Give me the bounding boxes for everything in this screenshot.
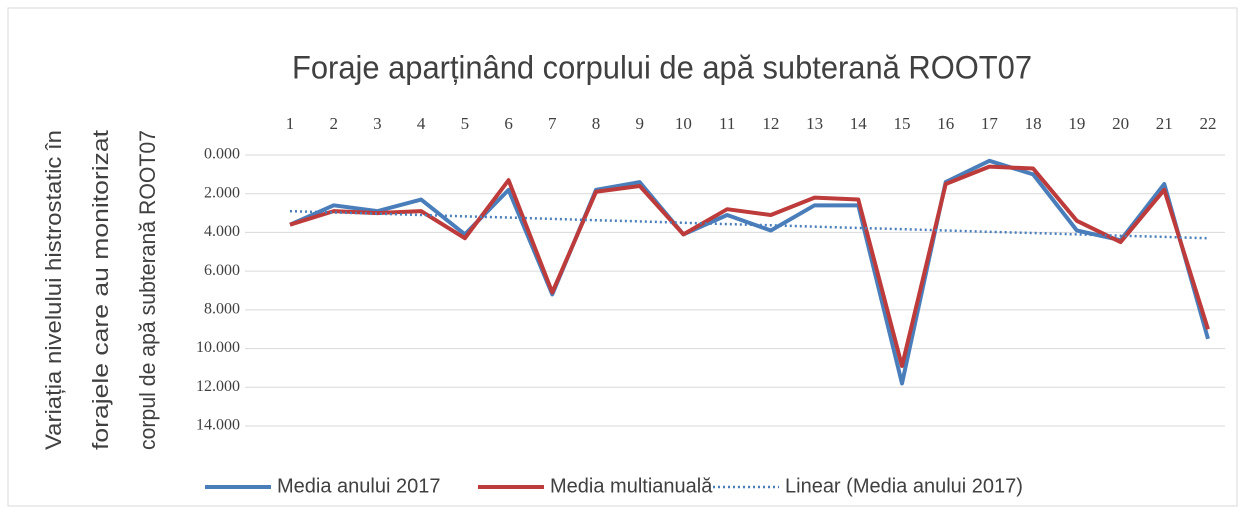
x-tick-label: 22 <box>1200 114 1217 133</box>
y-tick-label: 4.000 <box>204 223 240 240</box>
x-tick-label: 14 <box>850 114 868 133</box>
x-tick-label: 15 <box>894 114 911 133</box>
x-tick-label: 19 <box>1068 114 1085 133</box>
series-line <box>289 158 1210 386</box>
y-axis-label: forajele care au monitorizat <box>88 130 113 450</box>
x-tick-label: 18 <box>1025 114 1042 133</box>
x-tick-label: 11 <box>719 114 735 133</box>
x-tick-label: 3 <box>373 114 382 133</box>
y-tick-label: 2.000 <box>204 184 240 201</box>
x-tick-label: 7 <box>548 114 557 133</box>
x-tick-label: 6 <box>504 114 513 133</box>
chart-frame <box>7 7 1238 507</box>
series-line <box>289 209 1209 240</box>
x-tick-label: 12 <box>762 114 779 133</box>
chart-title: Foraje aparținând corpului de apă subter… <box>292 49 1032 85</box>
x-tick-label: 9 <box>635 114 644 133</box>
x-tick-label: 20 <box>1112 114 1129 133</box>
x-tick-label: 8 <box>592 114 601 133</box>
x-tick-label: 2 <box>329 114 338 133</box>
x-tick-label: 1 <box>286 114 295 133</box>
y-tick-label: 12.000 <box>196 378 240 395</box>
y-tick-label: 14.000 <box>196 417 240 434</box>
legend-label: Linear (Media anului 2017) <box>785 475 1023 497</box>
y-tick-label: 0.000 <box>204 146 240 163</box>
y-axis-label: Variația nivelului histrostatic în <box>41 130 66 450</box>
legend-label: Media multianuală <box>550 475 713 497</box>
y-tick-label: 10.000 <box>196 339 240 356</box>
x-tick-label: 5 <box>461 114 470 133</box>
y-axis-label: corpul de apă subterană ROOT07 <box>135 130 160 450</box>
x-tick-label: 4 <box>417 114 426 133</box>
series-line <box>289 164 1210 368</box>
x-tick-label: 16 <box>937 114 954 133</box>
legend-label: Media anului 2017 <box>277 475 440 497</box>
x-tick-label: 10 <box>675 114 692 133</box>
x-tick-label: 17 <box>981 114 999 133</box>
x-tick-label: 21 <box>1156 114 1173 133</box>
y-tick-label: 8.000 <box>204 301 240 318</box>
x-tick-label: 13 <box>806 114 823 133</box>
y-tick-label: 6.000 <box>204 262 240 279</box>
